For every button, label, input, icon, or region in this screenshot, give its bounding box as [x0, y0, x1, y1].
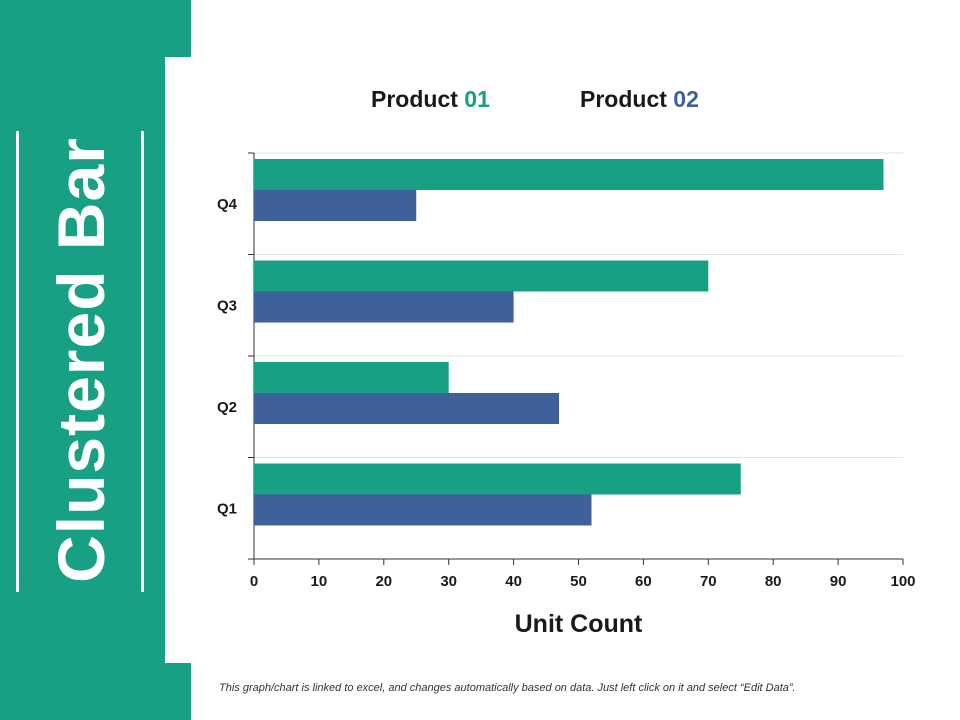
bar-q1-series-1 — [254, 463, 741, 495]
bar-q2-series-1 — [254, 362, 449, 393]
x-tick-label: 20 — [375, 573, 392, 590]
bar-q2-series-2 — [254, 393, 560, 424]
legend-product-01-number: 01 — [464, 86, 490, 112]
legend-product-01-prefix: Product — [371, 86, 465, 112]
sidebar-panel — [0, 57, 165, 663]
sidebar-rule-left — [16, 131, 19, 592]
y-category-label: Q2 — [217, 399, 237, 416]
bar-q4-series-1 — [254, 159, 884, 190]
y-category-label: Q3 — [217, 297, 237, 314]
footer-note: This graph/chart is linked to excel, and… — [219, 682, 796, 694]
bar-q4-series-2 — [254, 190, 417, 221]
legend-product-02: Product 02 — [580, 86, 699, 113]
sidebar-top-block — [0, 0, 191, 57]
legend-product-02-number: 02 — [673, 86, 699, 112]
x-tick-label: 100 — [890, 573, 915, 590]
bar-q3-series-2 — [254, 291, 514, 323]
bar-q1-series-2 — [254, 494, 592, 526]
legend-product-01: Product 01 — [371, 86, 490, 113]
bar-q3-series-1 — [254, 260, 709, 292]
x-tick-label: 80 — [765, 573, 782, 590]
x-tick-label: 60 — [635, 573, 652, 590]
x-tick-label: 10 — [311, 573, 328, 590]
x-tick-label: 90 — [830, 573, 847, 590]
x-tick-label: 50 — [570, 573, 587, 590]
y-category-label: Q4 — [217, 196, 238, 213]
sidebar-rule-right — [141, 131, 144, 592]
legend-product-02-prefix: Product — [580, 86, 674, 112]
x-tick-label: 0 — [250, 573, 258, 590]
x-axis-title: Unit Count — [515, 610, 643, 638]
x-tick-label: 30 — [440, 573, 457, 590]
sidebar-bottom-block — [0, 663, 191, 720]
x-tick-label: 70 — [700, 573, 717, 590]
x-tick-label: 40 — [505, 573, 522, 590]
y-category-label: Q1 — [217, 500, 237, 517]
